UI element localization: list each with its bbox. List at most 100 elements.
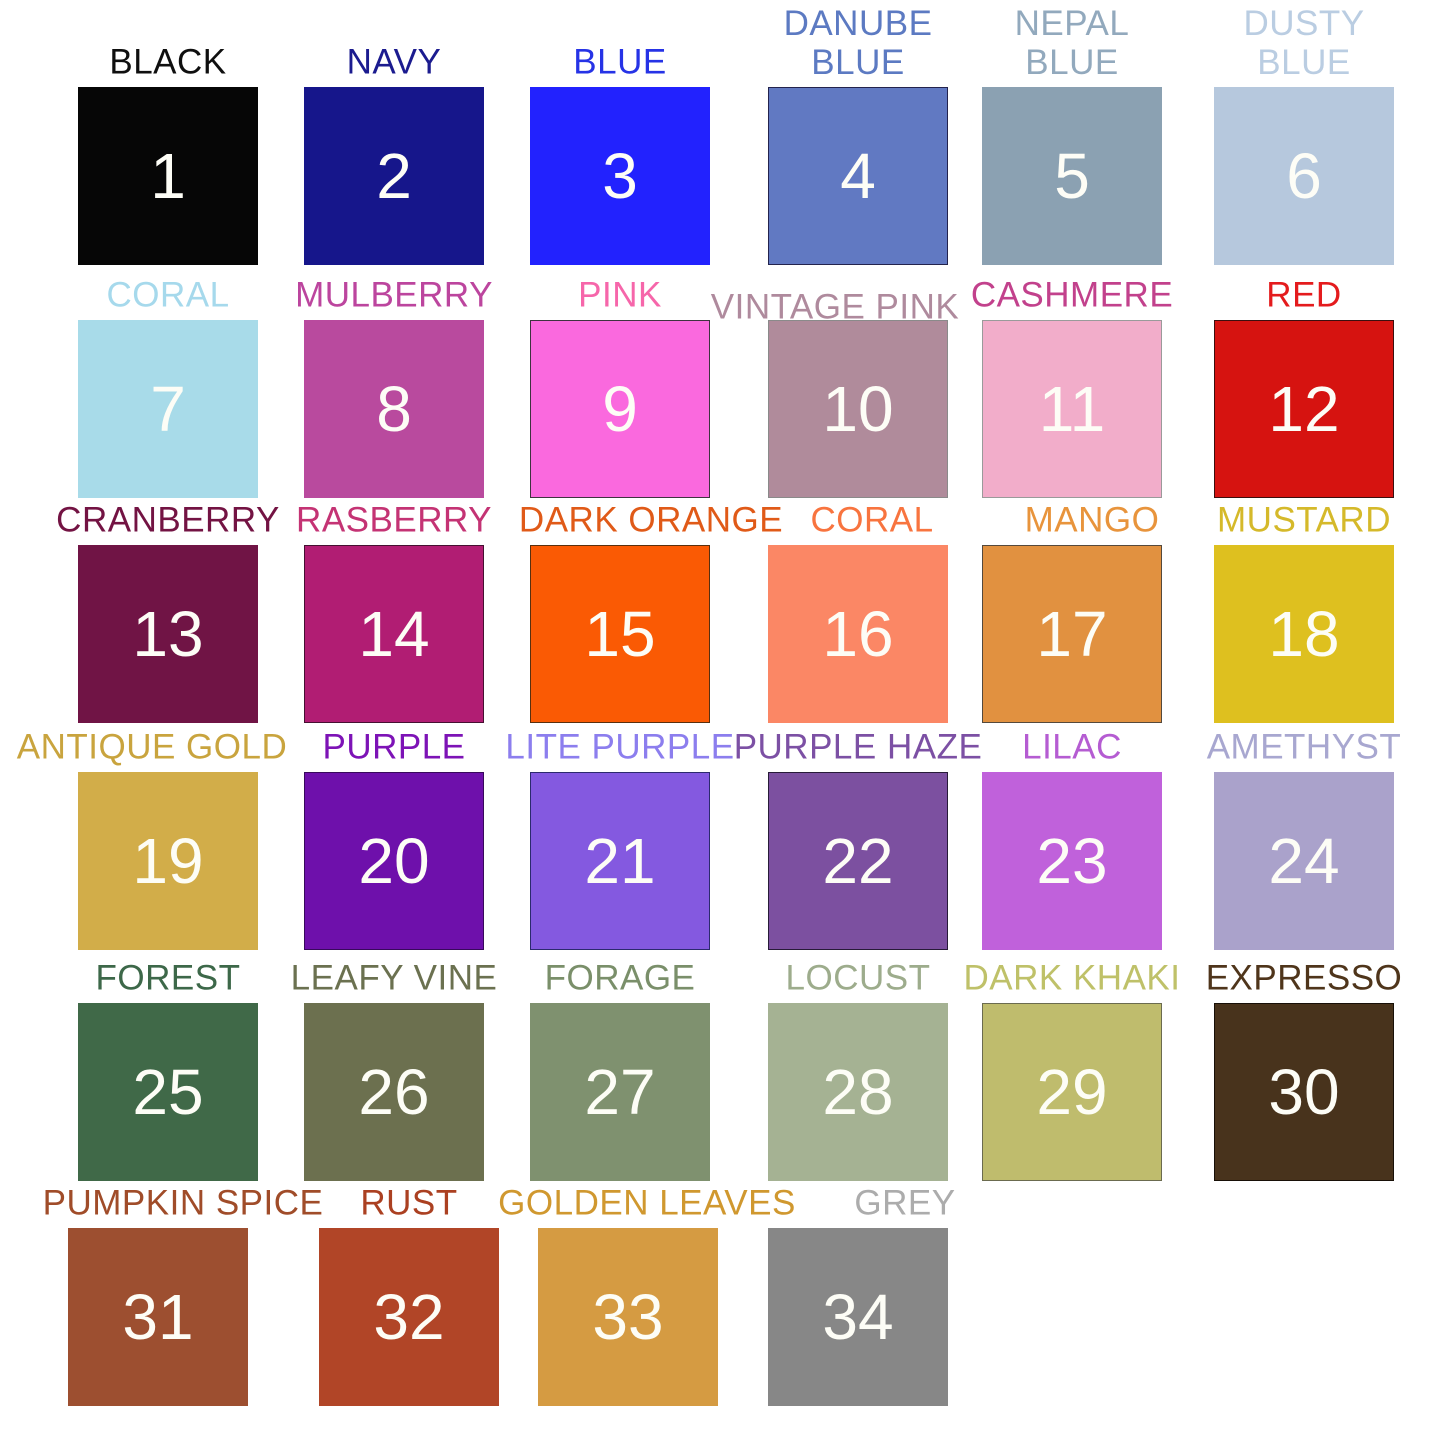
color-swatch: 18 <box>1214 545 1394 723</box>
swatch-number: 22 <box>822 825 894 897</box>
swatch-number: 26 <box>358 1056 430 1128</box>
swatch-label: PUMPKIN SPICE <box>42 1183 324 1223</box>
color-swatch: 32 <box>319 1228 499 1406</box>
swatch-number: 7 <box>150 373 186 445</box>
swatch-number: 6 <box>1286 140 1322 212</box>
color-swatch: 13 <box>78 545 258 723</box>
swatch-number: 10 <box>822 373 894 445</box>
color-swatch: 28 <box>768 1003 948 1181</box>
swatch-label: VINTAGE PINK <box>710 287 960 327</box>
swatch-label: RASBERRY <box>296 500 492 540</box>
swatch-label: LITE PURPLE <box>505 727 735 767</box>
color-swatch: 6 <box>1214 87 1394 265</box>
color-swatch: 30 <box>1214 1003 1394 1181</box>
swatch-number: 9 <box>602 373 638 445</box>
swatch-number: 29 <box>1036 1056 1108 1128</box>
swatch-number: 28 <box>822 1056 894 1128</box>
swatch-label: RED <box>1266 275 1342 315</box>
swatch-label: MANGO <box>1024 500 1160 540</box>
swatch-number: 23 <box>1036 825 1108 897</box>
swatch-number: 19 <box>132 825 204 897</box>
color-swatch: 34 <box>768 1228 948 1406</box>
swatch-label: MUSTARD <box>1217 500 1391 540</box>
swatch-number: 15 <box>584 598 656 670</box>
swatch-label: DUSTY BLUE <box>1243 4 1365 82</box>
swatch-number: 17 <box>1036 598 1108 670</box>
swatch-label: DARK ORANGE <box>518 500 784 540</box>
swatch-number: 12 <box>1268 373 1340 445</box>
swatch-number: 5 <box>1054 140 1090 212</box>
swatch-label: LEAFY VINE <box>290 958 498 998</box>
color-swatch: 22 <box>768 772 948 950</box>
swatch-number: 20 <box>358 825 430 897</box>
color-swatch: 27 <box>530 1003 710 1181</box>
swatch-label: PINK <box>578 275 662 315</box>
swatch-number: 27 <box>584 1056 656 1128</box>
color-swatch: 21 <box>530 772 710 950</box>
color-swatch: 12 <box>1214 320 1394 498</box>
swatch-number: 11 <box>1038 373 1106 445</box>
color-swatch: 16 <box>768 545 948 723</box>
color-swatch: 7 <box>78 320 258 498</box>
swatch-number: 30 <box>1268 1056 1340 1128</box>
color-swatch: 2 <box>304 87 484 265</box>
swatch-label: PURPLE HAZE <box>733 727 983 767</box>
swatch-number: 25 <box>132 1056 204 1128</box>
swatch-number: 34 <box>822 1281 894 1353</box>
color-swatch: 26 <box>304 1003 484 1181</box>
swatch-label: GOLDEN LEAVES <box>498 1183 796 1223</box>
swatch-number: 14 <box>358 598 430 670</box>
swatch-label: CORAL <box>810 500 934 540</box>
swatch-label: NAVY <box>346 42 442 82</box>
color-swatch: 20 <box>304 772 484 950</box>
swatch-number: 33 <box>592 1281 664 1353</box>
swatch-number: 21 <box>584 825 656 897</box>
color-swatch: 14 <box>304 545 484 723</box>
swatch-number: 13 <box>132 598 204 670</box>
swatch-label: RUST <box>360 1183 458 1223</box>
swatch-label: BLUE <box>573 42 667 82</box>
swatch-label: DARK KHAKI <box>963 958 1181 998</box>
color-swatch: 25 <box>78 1003 258 1181</box>
swatch-number: 32 <box>373 1281 445 1353</box>
color-swatch: 1 <box>78 87 258 265</box>
color-swatch: 33 <box>538 1228 718 1406</box>
swatch-number: 31 <box>122 1281 194 1353</box>
swatch-label: CORAL <box>106 275 230 315</box>
swatch-label: BLACK <box>109 42 227 82</box>
swatch-number: 4 <box>840 140 876 212</box>
color-swatch: 17 <box>982 545 1162 723</box>
swatch-number: 2 <box>376 140 412 212</box>
color-swatch: 11 <box>982 320 1162 498</box>
color-swatch: 15 <box>530 545 710 723</box>
swatch-label: LILAC <box>1022 727 1122 767</box>
color-swatch: 29 <box>982 1003 1162 1181</box>
color-swatch: 9 <box>530 320 710 498</box>
swatch-label: LOCUST <box>785 958 931 998</box>
swatch-number: 18 <box>1268 598 1340 670</box>
color-swatch: 31 <box>68 1228 248 1406</box>
swatch-label: MULBERRY <box>295 275 493 315</box>
swatch-label: FOREST <box>95 958 241 998</box>
swatch-label: EXPRESSO <box>1205 958 1403 998</box>
color-swatch: 24 <box>1214 772 1394 950</box>
swatch-label: FORAGE <box>544 958 696 998</box>
swatch-label: ANTIQUE GOLD <box>16 727 288 767</box>
swatch-number: 24 <box>1268 825 1340 897</box>
color-swatch: 3 <box>530 87 710 265</box>
swatch-label: PURPLE <box>322 727 466 767</box>
swatch-label: GREY <box>854 1183 956 1223</box>
color-swatch: 4 <box>768 87 948 265</box>
color-swatch: 5 <box>982 87 1162 265</box>
swatch-number: 8 <box>376 373 412 445</box>
swatch-number: 3 <box>602 140 638 212</box>
swatch-label: NEPAL BLUE <box>1014 4 1130 82</box>
swatch-label: DANUBE BLUE <box>783 4 933 82</box>
swatch-number: 16 <box>822 598 894 670</box>
color-swatch: 8 <box>304 320 484 498</box>
color-swatch: 23 <box>982 772 1162 950</box>
swatch-number: 1 <box>150 140 186 212</box>
swatch-label: CRANBERRY <box>56 500 280 540</box>
swatch-label: CASHMERE <box>970 275 1174 315</box>
